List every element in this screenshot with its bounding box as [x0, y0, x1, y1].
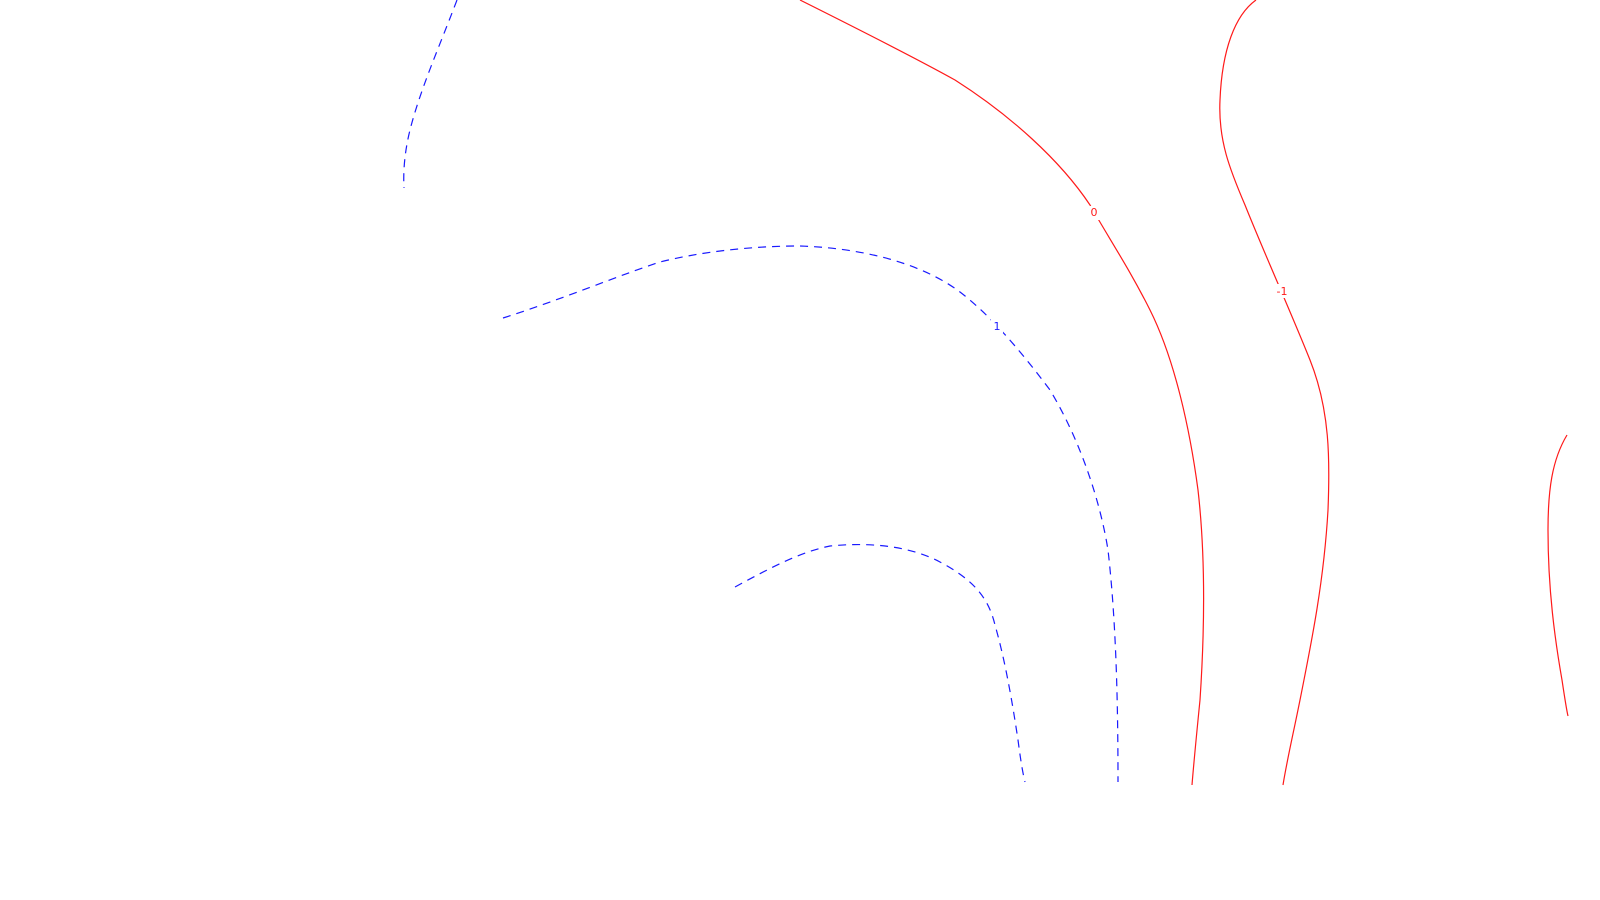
contour-label-neg-one: -1	[1277, 285, 1288, 298]
contour-label-zero-group: 0	[1088, 206, 1100, 220]
contour-label-zero-background	[1088, 206, 1100, 220]
contour-line-positive-top-left	[403, 0, 458, 189]
contour-line-positive-inner	[734, 543, 1026, 783]
contour-label-zero: 0	[1091, 206, 1098, 219]
contour-label-one-group: 1	[991, 319, 1003, 333]
contour-line-neg-one	[1219, 0, 1330, 786]
contour-line-negative-right-edge	[1547, 434, 1569, 717]
contour-label-neg-one-background	[1273, 284, 1291, 298]
contour-label-neg-one-group: -1	[1273, 284, 1291, 298]
contour-line-positive-outer	[502, 245, 1119, 783]
contour-label-one: 1	[994, 320, 1001, 333]
contour-line-zero	[799, 0, 1205, 786]
contour-label-one-background	[991, 319, 1003, 333]
